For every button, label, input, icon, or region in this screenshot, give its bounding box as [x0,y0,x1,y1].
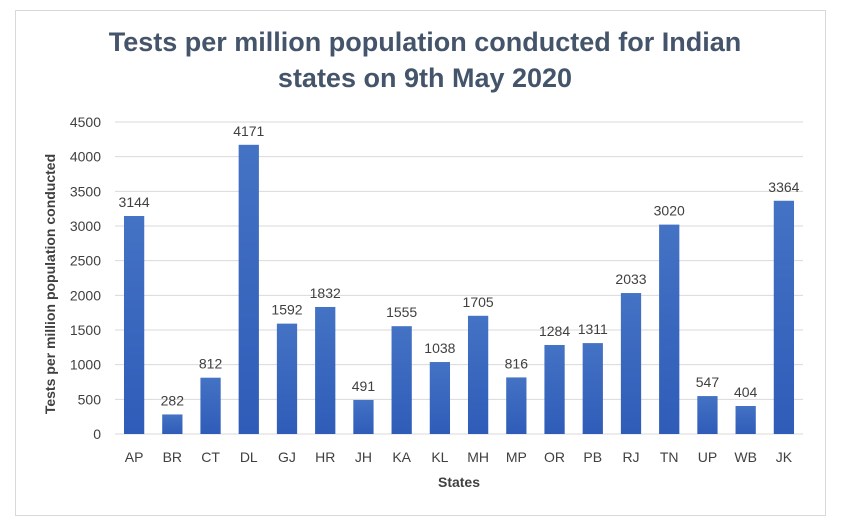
y-tick-label: 4500 [70,114,101,130]
data-label-gj: 1592 [271,302,302,318]
chart-frame [15,10,826,516]
bars [123,144,795,434]
gridlines [115,121,803,435]
x-tick-label-rj: RJ [622,449,639,465]
bar-hr [315,306,336,434]
bar-mh [467,315,489,434]
bar-kl [429,362,451,434]
bar-rj [620,293,642,434]
bar-dl [238,144,259,434]
x-tick-label-pb: PB [583,449,602,465]
y-tick-label: 3000 [70,218,101,234]
chart-title: Tests per million population conducted f… [40,24,810,96]
y-axis-label: Tests per million population conducted [42,154,58,414]
data-labels: 3144 282 812 4171 1592 1832 491 1555 1038 1705 816… [119,123,800,409]
x-tick-label-up: UP [698,449,717,465]
bar-up [697,396,718,434]
x-tick-label-tn: TN [660,449,679,465]
data-label-rj: 2033 [615,271,646,287]
data-label-wb: 404 [734,384,758,400]
bar-pb [582,343,603,434]
x-tick-label-dl: DL [240,449,258,465]
data-label-br: 282 [161,392,185,408]
data-label-mh: 1705 [463,294,494,310]
x-tick-label-br: BR [163,449,182,465]
bar-tn [659,224,680,434]
x-tick-label-kl: KL [431,449,448,465]
data-label-kl: 1038 [424,340,455,356]
data-label-or: 1284 [539,323,570,339]
x-tick-label-hr: HR [315,449,335,465]
y-tick-label: 0 [93,426,101,442]
bar-jh [353,399,374,434]
data-label-tn: 3020 [654,203,685,219]
data-label-pb: 1311 [578,321,608,337]
data-label-jh: 491 [352,378,376,394]
x-tick-label-mh: MH [467,449,489,465]
x-tick-label-jh: JH [355,449,372,465]
data-label-jk: 3364 [768,179,799,195]
bar-ka [391,326,412,434]
bar-wb [735,405,756,434]
x-axis-ticks: AP BR CT DL GJ HR JH KA KL MH MP OR PB RJ TN UP WB JK [125,449,793,465]
x-tick-label-ct: CT [201,449,220,465]
y-axis-ticks: 0 500 1000 1500 2000 2500 3000 3500 4000 4500 [70,114,101,442]
y-tick-label: 4000 [70,149,101,165]
data-label-hr: 1832 [310,285,341,301]
bar-gj [276,323,298,434]
y-tick-label: 500 [78,391,102,407]
x-tick-label-ap: AP [125,449,144,465]
chart-title-line-1: Tests per million population conducted f… [108,27,742,57]
bar-mp [506,377,527,434]
x-tick-label-mp: MP [506,449,527,465]
y-tick-label: 3500 [70,183,101,199]
data-label-ka: 1555 [386,304,417,320]
data-label-up: 547 [696,374,720,390]
bar-ap [123,216,145,434]
x-tick-label-wb: WB [734,449,757,465]
x-tick-label-or: OR [544,449,565,465]
y-tick-label: 1000 [70,357,101,373]
bar-or [544,344,565,434]
data-label-mp: 816 [505,355,529,371]
x-tick-label-ka: KA [392,449,411,465]
x-axis-label: States [438,474,480,490]
y-tick-label: 1500 [70,322,101,338]
y-tick-label: 2500 [70,253,101,269]
bar-ct [200,377,221,434]
x-tick-label-gj: GJ [278,449,296,465]
data-label-ap: 3144 [119,194,150,210]
bar-br [162,414,183,434]
data-label-ct: 812 [199,356,223,372]
chart-title-line-2: states on 9th May 2020 [277,63,573,93]
x-tick-label-jk: JK [776,449,793,465]
data-label-dl: 4171 [233,123,264,139]
bar-jk [773,200,795,434]
y-tick-label: 2000 [70,287,101,303]
